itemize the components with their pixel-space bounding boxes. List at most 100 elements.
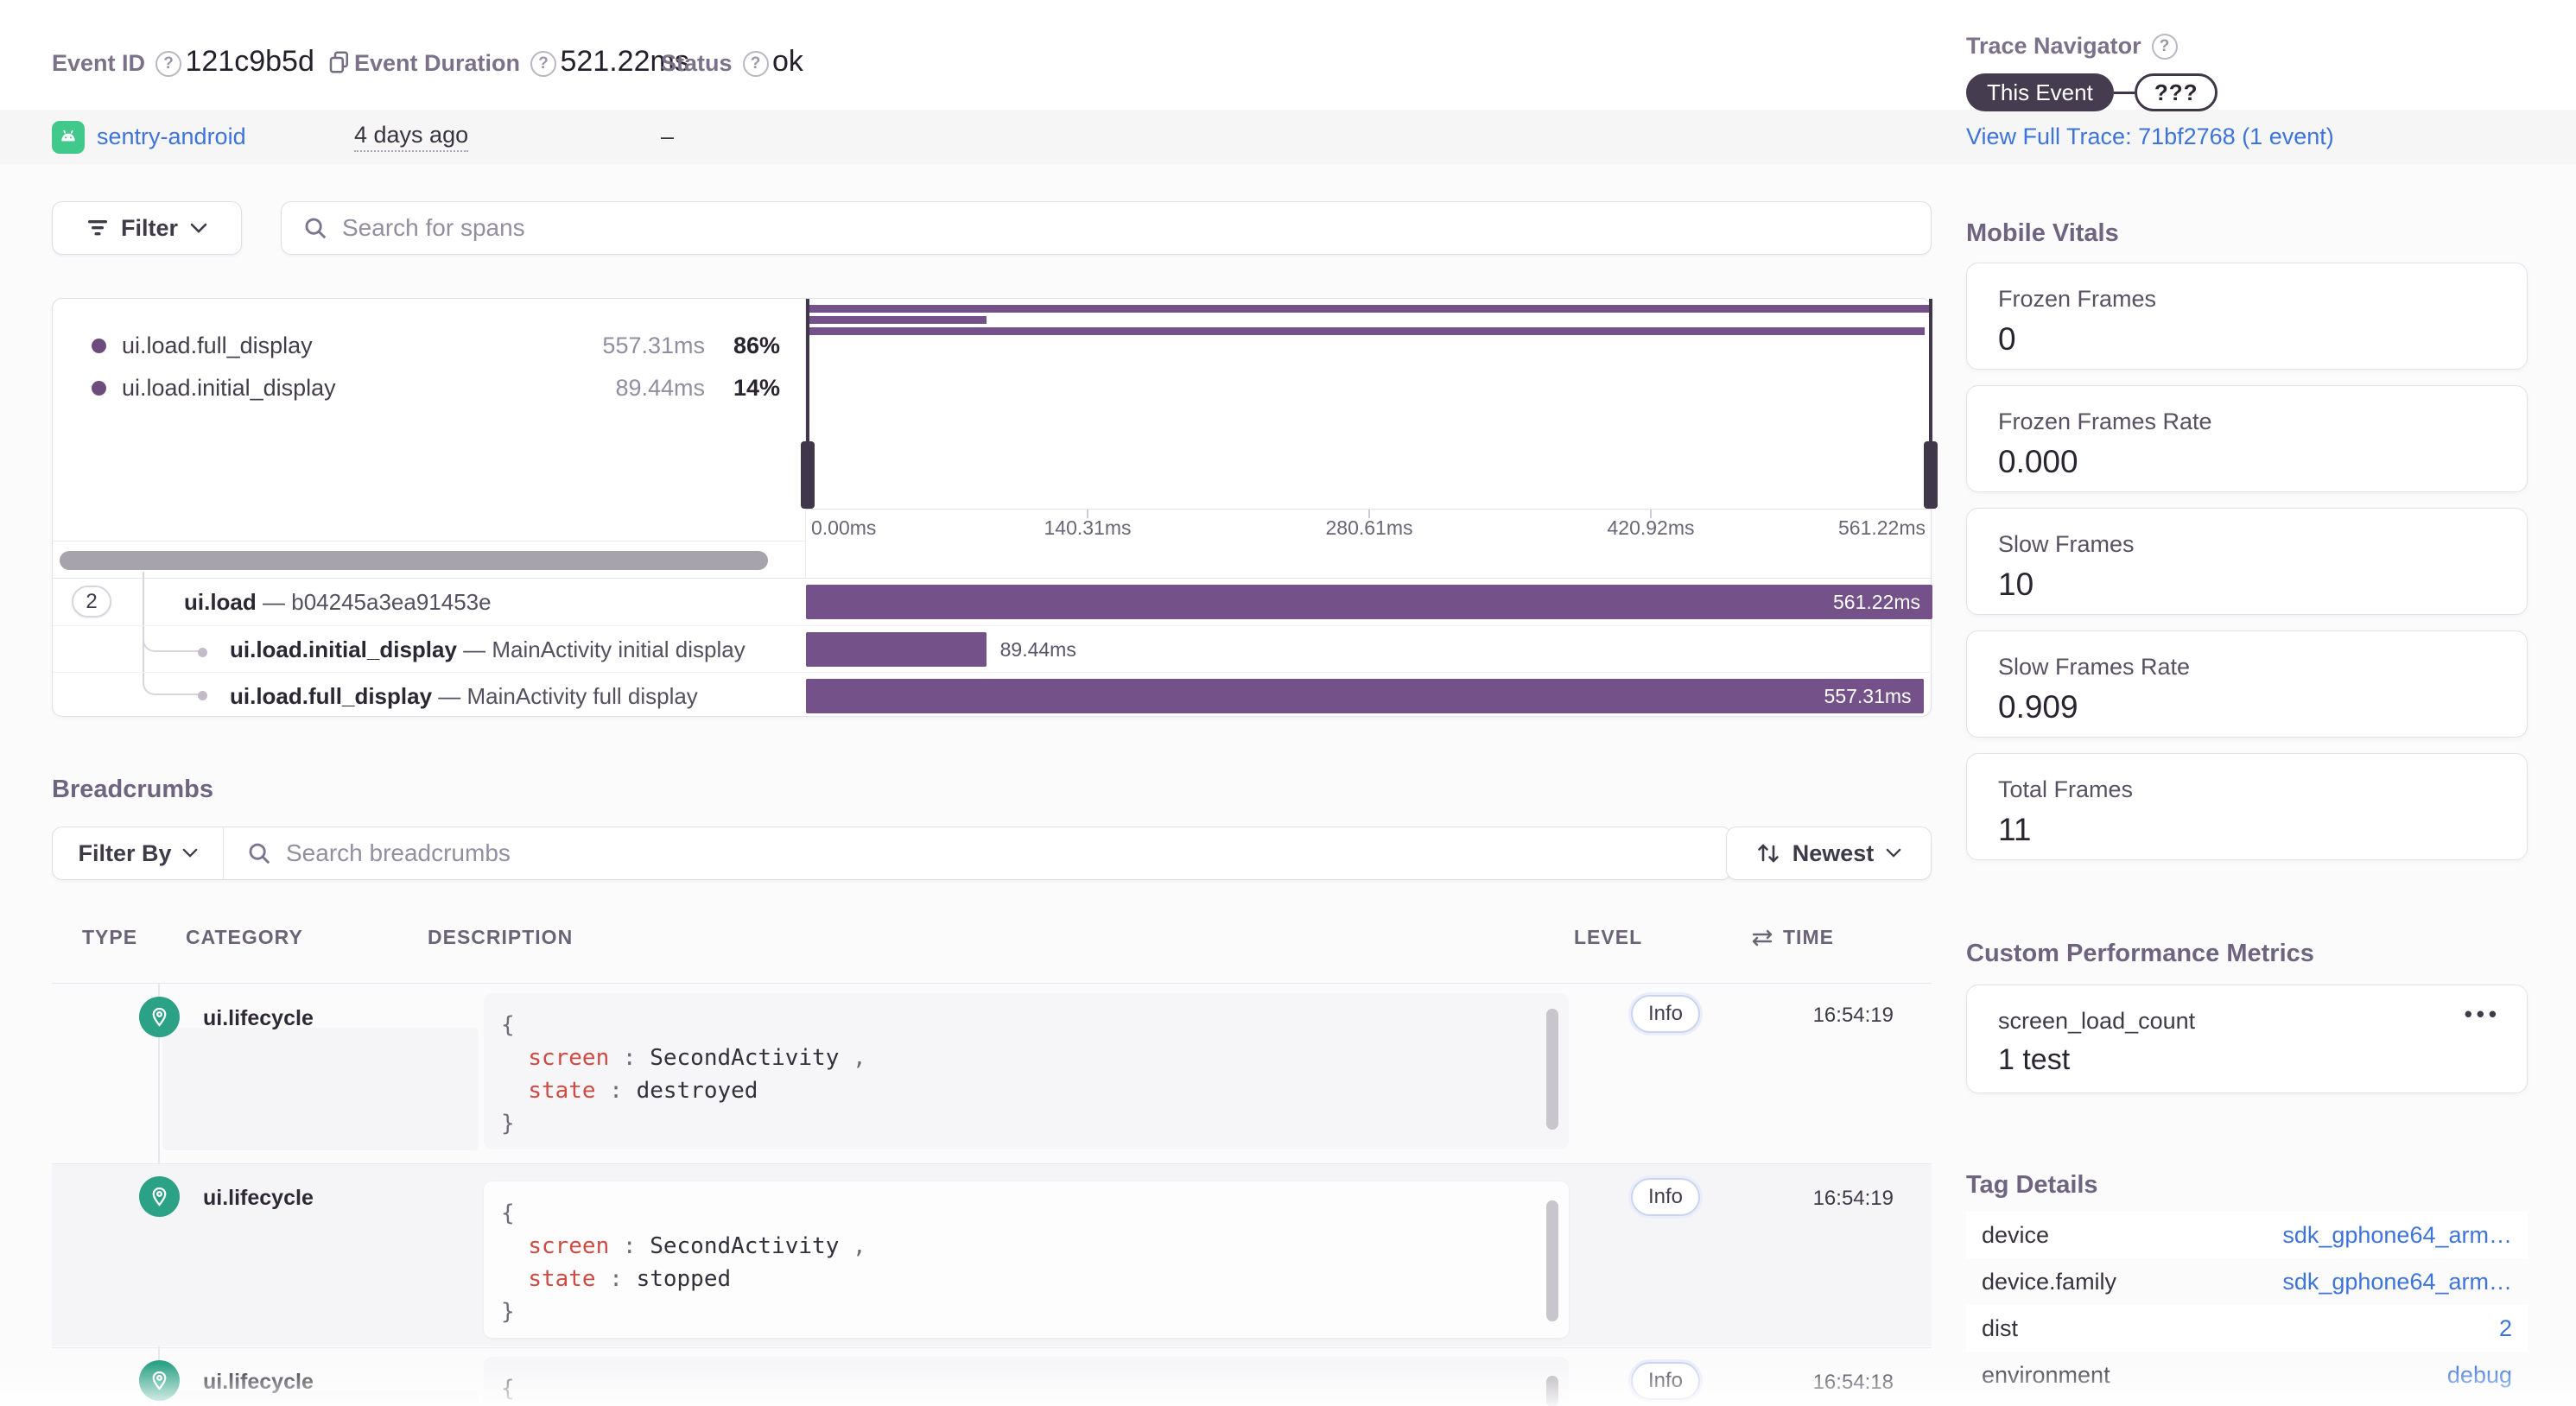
- project-link[interactable]: sentry-android: [97, 124, 246, 149]
- trace-panel: ui.load.full_display 557.31ms 86% ui.load.i…: [52, 298, 1938, 719]
- level-badge: Info: [1631, 1362, 1701, 1400]
- status-sub-text: –: [661, 124, 675, 149]
- view-full-trace-link[interactable]: View Full Trace: 71bf2768 (1 event): [1966, 124, 2334, 149]
- vitals-card: Total Frames 11: [1966, 753, 2528, 860]
- chevron-down-icon: [190, 223, 207, 234]
- col-time[interactable]: TIME: [1750, 926, 1834, 949]
- legend-percent: 14%: [733, 375, 780, 401]
- spans-filter-button[interactable]: Filter: [52, 201, 242, 255]
- breadcrumb-description[interactable]: { screen : SecondActivity , state : stop…: [484, 1181, 1569, 1338]
- breadcrumb-type-icon: [139, 1176, 180, 1217]
- breadcrumb-time: 16:54:19: [1812, 1187, 1894, 1210]
- breadcrumbs-filter-label: Filter By: [78, 839, 172, 866]
- breadcrumb-time: 16:54:19: [1812, 1004, 1894, 1027]
- breadcrumb-row[interactable]: ui.lifecycle {Info 16:54:18: [52, 1347, 1932, 1406]
- tree-dot: [198, 648, 207, 657]
- sort-button-label: Newest: [1792, 839, 1875, 866]
- description-scrollbar[interactable]: [1546, 1009, 1558, 1130]
- filter-icon: [86, 218, 109, 238]
- tag-key: device: [1982, 1221, 2050, 1248]
- col-level[interactable]: LEVEL: [1574, 926, 1643, 948]
- trace-minimap[interactable]: [801, 299, 1938, 509]
- axis-tick-label: 420.92ms: [1607, 516, 1695, 539]
- vitals-card-label: Frozen Frames: [1998, 286, 2157, 312]
- breadcrumb-type-icon: [139, 1360, 180, 1401]
- status-sub: –: [661, 110, 674, 164]
- breadcrumb-time: 16:54:18: [1812, 1371, 1894, 1394]
- minimap-left-edge: [806, 299, 809, 509]
- span-row[interactable]: ui.load.initial_display — MainActivity i…: [53, 625, 1932, 672]
- span-duration-bar[interactable]: [806, 632, 987, 667]
- spans-search-input[interactable]: [342, 214, 1910, 242]
- event-age[interactable]: 4 days ago: [354, 110, 469, 164]
- level-badge: Info: [1631, 995, 1701, 1033]
- axis-tick-mark: [1087, 510, 1088, 518]
- span-row[interactable]: ui.load.full_display — MainActivity full…: [53, 672, 1932, 719]
- breadcrumbs-title: Breadcrumbs: [52, 776, 213, 803]
- legend-item[interactable]: ui.load.full_display 557.31ms 86%: [53, 325, 806, 366]
- legend-item[interactable]: ui.load.initial_display 89.44ms 14%: [53, 367, 806, 408]
- sibling-event-pill[interactable]: ???: [2134, 73, 2218, 111]
- tag-value-link[interactable]: sdk_gphone64_arm…: [2282, 1221, 2512, 1248]
- vitals-card-label: Slow Frames Rate: [1998, 654, 2191, 680]
- tag-value-link[interactable]: sdk_gphone64_arm…: [2282, 1268, 2512, 1295]
- view-full-trace[interactable]: View Full Trace: 71bf2768 (1 event): [1966, 110, 2334, 164]
- breadcrumbs-sort-button[interactable]: Newest: [1726, 826, 1932, 880]
- tag-key: environment: [1982, 1361, 2110, 1388]
- tag-key: device.family: [1982, 1268, 2117, 1295]
- breadcrumbs-filter-button[interactable]: Filter By: [53, 827, 224, 879]
- breadcrumbs-search[interactable]: [224, 827, 1731, 879]
- minimap-left-handle[interactable]: [801, 441, 815, 509]
- spans-search[interactable]: [281, 201, 1932, 255]
- description-scrollbar[interactable]: [1546, 1200, 1558, 1321]
- mobile-vitals-title: Mobile Vitals: [1966, 219, 2119, 247]
- metric-card-value: 1 test: [1998, 1043, 2071, 1076]
- help-icon[interactable]: ?: [2151, 33, 2178, 60]
- this-event-pill[interactable]: This Event: [1966, 73, 2114, 111]
- tree-dot: [198, 691, 207, 700]
- span-duration-bar[interactable]: 557.31ms: [806, 679, 1924, 713]
- breadcrumb-description[interactable]: { screen : SecondActivity , state : dest…: [484, 993, 1569, 1150]
- tag-row: dist 2: [1966, 1305, 2528, 1352]
- breadcrumb-description[interactable]: {: [484, 1357, 1569, 1406]
- help-icon[interactable]: ?: [155, 50, 182, 77]
- metric-card-label: screen_load_count: [1998, 1008, 2196, 1034]
- span-name: ui.load.initial_display — MainActivity i…: [230, 636, 746, 662]
- breadcrumbs-search-input[interactable]: [286, 839, 1709, 867]
- tag-value-link[interactable]: debug: [2446, 1361, 2512, 1388]
- event-id-value: 121c9b5d: [185, 45, 314, 78]
- axis-tick-label: 140.31ms: [1044, 516, 1132, 539]
- minimap-right-handle[interactable]: [1924, 441, 1938, 509]
- vitals-card-value: 10: [1998, 567, 2034, 602]
- col-type: TYPE: [82, 926, 138, 948]
- span-duration-bar[interactable]: 561.22ms: [806, 585, 1932, 619]
- help-icon[interactable]: ?: [742, 50, 769, 77]
- minimap-span-bar: [806, 327, 1925, 335]
- stat-event-duration: Event Duration ? 521.22ms: [354, 33, 689, 79]
- breadcrumb-category: ui.lifecycle: [203, 1186, 314, 1210]
- status-label: Status: [661, 50, 733, 76]
- project-badge[interactable]: sentry-android: [52, 110, 246, 164]
- filter-button-label: Filter: [120, 214, 178, 241]
- trace-navigator-label: Trace Navigator: [1966, 33, 2141, 59]
- span-row[interactable]: 2 ui.load — b04245a3ea91453e 561.22ms: [53, 579, 1932, 625]
- axis-tick-label: 280.61ms: [1325, 516, 1413, 539]
- description-scrollbar[interactable]: [1546, 1376, 1558, 1406]
- breadcrumb-row[interactable]: ui.lifecycle { screen : SecondActivity , …: [52, 985, 1932, 1162]
- tag-details-title: Tag Details: [1966, 1171, 2098, 1199]
- tag-value-link[interactable]: 2: [2498, 1314, 2512, 1341]
- search-icon: [302, 215, 328, 241]
- custom-metrics-title: Custom Performance Metrics: [1966, 940, 2314, 967]
- sort-arrows-icon: [1756, 841, 1780, 865]
- hscrollbar-thumb[interactable]: [60, 551, 768, 570]
- stat-status: Status ? ok: [661, 33, 803, 79]
- breadcrumb-row[interactable]: ui.lifecycle { screen : SecondActivity , …: [52, 1163, 1932, 1346]
- breadcrumb-type-icon: [139, 997, 180, 1037]
- copy-icon[interactable]: [327, 49, 352, 75]
- help-icon[interactable]: ?: [530, 50, 557, 77]
- metric-menu-button[interactable]: •••: [2464, 1001, 2501, 1027]
- chevron-down-icon: [182, 848, 198, 858]
- span-count-chip[interactable]: 2: [72, 586, 111, 618]
- trace-hscrollbar[interactable]: [53, 541, 806, 578]
